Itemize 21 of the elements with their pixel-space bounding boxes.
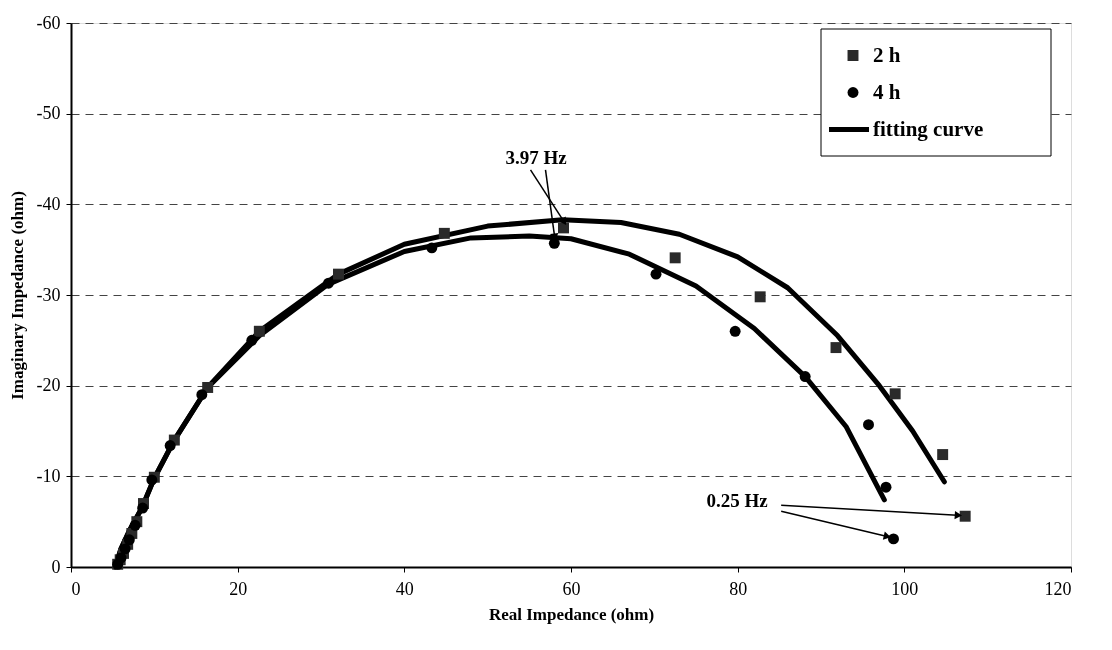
y-tick-label: -60 [36,12,61,33]
x-tick-label: 120 [1044,578,1072,599]
x-axis-title: Real Impedance (ohm) [488,604,655,624]
y-tick-label: -10 [36,465,61,486]
legend-label: fitting curve [873,116,984,141]
y-tick-label: -50 [36,103,61,124]
y-tick-label: 0 [51,556,61,577]
legend-label: 2 h [873,42,901,67]
annotation: 3.97 Hz [505,146,568,168]
y-tick-label: -20 [36,375,61,396]
y-tick-label: -30 [36,284,61,305]
y-axis-title: Imaginary Impedance (ohm) [7,191,27,400]
legend-label: 4 h [873,79,901,104]
x-tick-label: 60 [562,578,581,599]
annotation: 0.25 Hz [706,490,769,512]
x-tick-label: 20 [229,578,248,599]
y-tick-label: -40 [36,193,61,214]
x-tick-label: 40 [395,578,414,599]
x-tick-label: 0 [71,578,81,599]
x-tick-label: 80 [729,578,748,599]
x-tick-label: 100 [891,578,919,599]
